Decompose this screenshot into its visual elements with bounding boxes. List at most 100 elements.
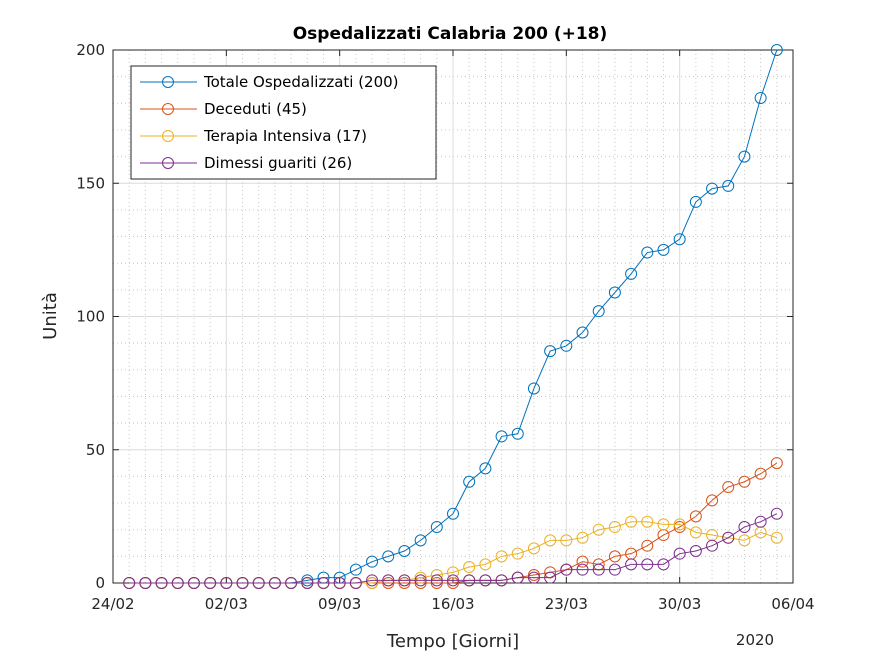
data-point — [430, 574, 443, 587]
data-point — [527, 569, 540, 581]
data-point — [204, 577, 217, 589]
data-point — [770, 44, 783, 56]
data-point — [495, 430, 508, 443]
legend-marker — [162, 130, 174, 142]
legend-label: Totale Ospedalizzati (200) — [203, 73, 399, 91]
x-tick-label: 24/02 — [91, 595, 134, 613]
data-point — [689, 526, 702, 539]
x-tick-label: 02/03 — [205, 595, 248, 613]
data-point — [301, 577, 314, 589]
x-tick-label: 30/03 — [658, 595, 701, 613]
legend-entry: Terapia Intensiva (17) — [140, 127, 367, 145]
data-point — [706, 539, 719, 552]
data-point — [430, 577, 443, 589]
data-point — [738, 521, 751, 534]
data-point — [689, 195, 702, 208]
data-point — [722, 531, 735, 544]
legend-entry: Totale Ospedalizzati (200) — [140, 73, 399, 91]
x-tick-label: 16/03 — [431, 595, 474, 613]
legend-label: Dimessi guariti (26) — [204, 154, 352, 172]
data-point — [544, 571, 557, 584]
data-point — [268, 577, 281, 589]
year-label: 2020 — [736, 631, 774, 649]
series-4 — [123, 507, 783, 589]
data-point — [706, 182, 719, 195]
data-point — [414, 534, 427, 547]
legend-label: Terapia Intensiva (17) — [203, 127, 367, 145]
data-point — [527, 542, 540, 555]
data-point — [511, 547, 524, 560]
data-point — [123, 577, 136, 589]
data-point — [592, 305, 605, 318]
data-point — [252, 577, 265, 589]
data-point — [641, 515, 654, 528]
data-point — [673, 233, 686, 246]
data-point — [754, 91, 767, 104]
data-point — [560, 534, 573, 547]
data-point — [560, 339, 573, 352]
data-point — [673, 547, 686, 560]
data-point — [398, 545, 411, 558]
legend: Totale Ospedalizzati (200) Deceduti (45) T… — [130, 65, 437, 180]
y-tick-label: 150 — [76, 174, 105, 192]
legend-box — [130, 65, 437, 180]
data-point — [398, 577, 411, 589]
data-point — [641, 246, 654, 259]
data-point — [447, 507, 459, 520]
data-point — [722, 179, 735, 192]
y-tick-label: 0 — [95, 574, 105, 592]
data-point — [608, 563, 621, 576]
y-tick-label: 100 — [76, 308, 105, 326]
legend-entry: Dimessi guariti (26) — [140, 154, 352, 172]
data-point — [187, 577, 200, 589]
data-point — [576, 531, 589, 544]
data-point — [317, 577, 330, 589]
y-tick-label: 50 — [86, 441, 105, 459]
legend-label: Deceduti (45) — [204, 100, 307, 118]
data-point — [382, 574, 395, 587]
legend-entry: Deceduti (45) — [140, 100, 307, 118]
data-point — [657, 558, 670, 571]
data-point — [608, 521, 621, 534]
data-point — [349, 563, 362, 576]
data-point — [398, 574, 411, 587]
data-point — [608, 550, 621, 563]
x-tick-label: 23/03 — [545, 595, 588, 613]
legend-marker — [162, 103, 174, 115]
data-point — [155, 577, 168, 589]
legend-marker — [162, 76, 174, 88]
data-point — [285, 577, 298, 589]
data-point — [527, 382, 540, 395]
data-point — [625, 515, 638, 528]
data-point — [754, 515, 767, 528]
data-point — [366, 574, 379, 587]
data-point — [544, 534, 557, 547]
data-point — [706, 494, 719, 507]
data-point — [608, 286, 621, 299]
data-point — [382, 550, 395, 563]
x-tick-label: 06/04 — [771, 595, 814, 613]
data-point — [479, 574, 492, 587]
data-point — [544, 345, 557, 358]
data-point — [738, 475, 751, 488]
data-point — [366, 555, 379, 568]
data-point — [560, 563, 573, 576]
data-point — [447, 574, 459, 587]
data-point — [576, 326, 589, 339]
data-point — [495, 574, 508, 587]
y-axis-label: Unità — [40, 292, 61, 340]
data-point — [689, 510, 702, 523]
data-point — [333, 577, 346, 589]
data-point — [447, 566, 459, 579]
data-point — [576, 563, 589, 576]
data-point — [171, 577, 184, 589]
data-point — [641, 558, 654, 571]
data-point — [625, 267, 638, 280]
data-point — [770, 457, 783, 470]
data-point — [625, 558, 638, 571]
data-point — [349, 577, 362, 589]
data-point — [511, 571, 524, 584]
data-point — [414, 571, 427, 584]
data-point — [754, 467, 767, 480]
